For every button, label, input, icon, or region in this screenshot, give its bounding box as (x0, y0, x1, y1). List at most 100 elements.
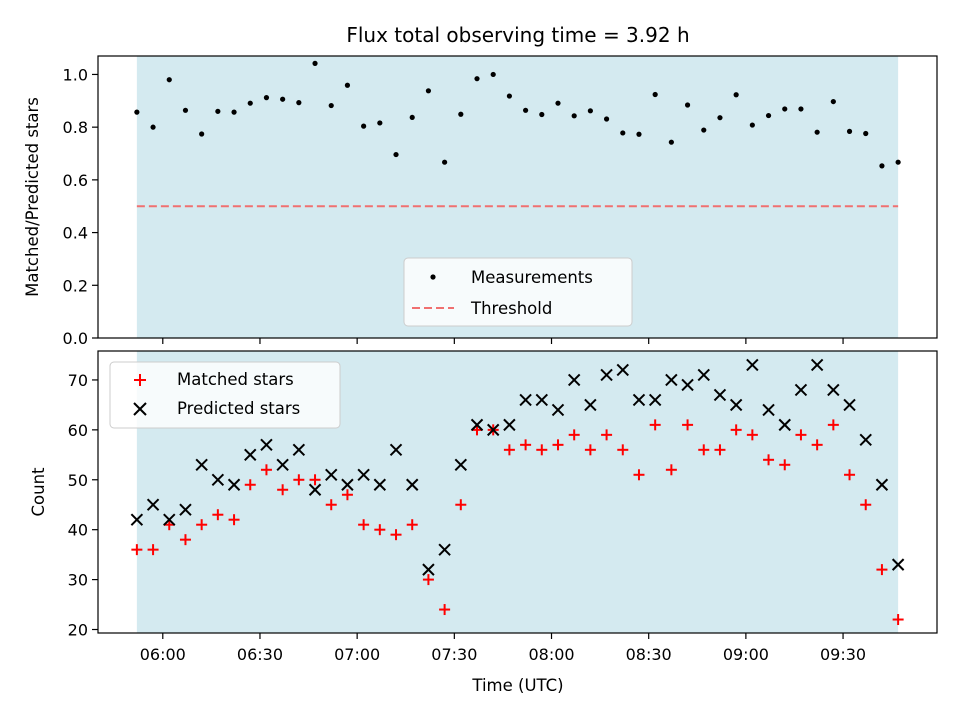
measurement-point (814, 129, 820, 135)
measurement-point (199, 131, 205, 137)
matched-star-point (277, 484, 289, 496)
predicted-star-point (503, 418, 516, 432)
predicted-star-point (438, 543, 451, 556)
matched-star-point (374, 524, 386, 536)
predicted-star-point (794, 383, 808, 397)
top-legend-box (403, 257, 633, 327)
matched-star-point (876, 564, 888, 576)
predicted-star-point (163, 513, 176, 526)
matched-star-point (147, 544, 159, 556)
measurement-point (134, 109, 140, 115)
bottom-panel: 20 30 40 50 60 70 06:00 06:30 07:00 07:30 08:00 08… (29, 350, 938, 695)
predicted-star-point (195, 458, 208, 472)
measurement-point (765, 112, 772, 119)
predicted-star-point (325, 468, 338, 481)
legend-matched-label: Matched stars (177, 370, 294, 389)
matched-star-point (293, 474, 305, 486)
measurement-point (490, 71, 496, 78)
measurement-point (377, 120, 383, 126)
measurement-point (717, 115, 723, 121)
measurement-point (846, 128, 853, 134)
predicted-star-point (681, 378, 694, 392)
predicted-star-point (454, 458, 468, 472)
measurement-point (247, 100, 253, 106)
measurement-point (620, 130, 626, 136)
matched-star-point (746, 429, 758, 441)
matched-star-point (422, 574, 434, 586)
matched-star-point (131, 544, 143, 556)
measurement-point (344, 82, 351, 88)
measurement-points (134, 60, 901, 169)
x-tick-label: 06:00 (140, 645, 186, 664)
top-y-tick-label: 0.8 (63, 118, 88, 137)
bottom-y-tick-label: 40 (68, 521, 88, 540)
measurement-point (231, 109, 237, 115)
matched-star-point (228, 514, 240, 526)
measurement-point (668, 139, 674, 145)
predicted-star-point (373, 478, 387, 491)
predicted-star-point (600, 368, 613, 382)
predicted-star-point (260, 438, 273, 452)
top-y-tick-label: 0.4 (63, 224, 88, 243)
measurement-point (587, 108, 593, 114)
predicted-star-point (130, 513, 144, 526)
matched-star-point (763, 454, 775, 466)
predicted-star-point (729, 398, 743, 412)
matched-star-point (439, 604, 451, 616)
measurement-point (474, 76, 480, 82)
measurement-point (361, 123, 367, 129)
measurement-point (798, 106, 804, 112)
measurement-point (442, 159, 448, 165)
matched-star-point (503, 444, 515, 456)
matched-star-point (520, 439, 532, 451)
matched-star-point (714, 444, 726, 456)
legend-threshold-label: Threshold (470, 299, 552, 318)
x-tick-label: 09:30 (820, 645, 866, 664)
measurement-point (749, 122, 755, 128)
top-y-tick-label: 0.2 (63, 276, 88, 295)
matched-star-point (698, 444, 710, 456)
matched-star-point (601, 429, 613, 441)
predicted-star-point (567, 373, 581, 387)
predicted-star-point (697, 368, 710, 382)
measurement-point (782, 106, 788, 112)
measurement-point (733, 92, 739, 98)
top-x-ticks (162, 338, 844, 344)
predicted-star-point (778, 418, 791, 432)
matched-star-point (212, 509, 224, 521)
measurement-point (312, 60, 318, 66)
measurement-point (280, 96, 286, 102)
measurement-point (879, 163, 885, 169)
matched-star-point (860, 499, 872, 511)
x-tick-label: 08:00 (528, 645, 574, 664)
predicted-star-point (341, 478, 354, 491)
matched-star-point (260, 464, 272, 476)
bottom-y-tick-label: 50 (68, 471, 88, 490)
measurement-point (701, 127, 707, 133)
matched-star-point (179, 534, 191, 546)
measurement-point (522, 107, 529, 113)
top-y-ticks: 0.0 0.2 0.4 0.6 0.8 1.0 (63, 65, 98, 348)
matched-star-point (665, 464, 677, 476)
legend-measurements-marker (430, 274, 436, 280)
chart-title: Flux total observing time = 3.92 h (346, 23, 689, 47)
matched-star-point (827, 419, 839, 431)
predicted-star-point (422, 563, 435, 576)
predicted-star-point (276, 458, 289, 472)
matched-star-point (390, 529, 402, 541)
bottom-y-axis-label: Count (29, 467, 48, 517)
predicted-star-point (227, 478, 241, 491)
bottom-y-tick-label: 30 (68, 571, 88, 590)
count-points (130, 358, 905, 626)
x-tick-label: 08:30 (626, 645, 672, 664)
predicted-star-point (357, 468, 370, 481)
measurement-point (263, 95, 270, 101)
predicted-star-point (389, 443, 403, 457)
matched-star-point (196, 519, 208, 531)
x-tick-label: 07:00 (334, 645, 380, 664)
legend-predicted-marker (133, 402, 147, 416)
matched-star-point (536, 444, 548, 456)
matched-star-point (892, 614, 904, 626)
measurement-point (458, 111, 464, 117)
